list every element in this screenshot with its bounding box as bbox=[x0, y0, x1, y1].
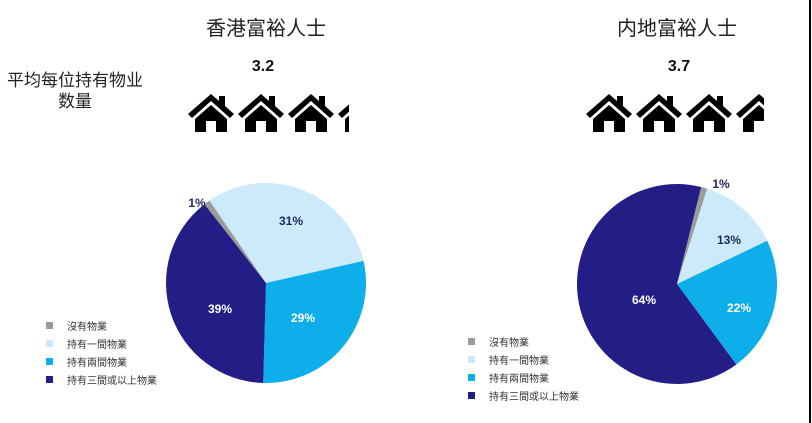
legend-item-one: 持有一間物業 bbox=[46, 334, 157, 352]
house-row-mainland bbox=[586, 92, 764, 132]
pie-chart-mainland: 1% 13% 22% 64% bbox=[571, 177, 783, 390]
legend-item-none: 沒有物業 bbox=[468, 332, 579, 350]
legend-label: 持有三間或以上物業 bbox=[489, 391, 579, 403]
pie-slice bbox=[263, 260, 366, 383]
house-icon bbox=[238, 94, 284, 132]
legend-item-none: 沒有物業 bbox=[46, 316, 157, 334]
legend-swatch-none bbox=[468, 337, 475, 345]
legend-swatch-two bbox=[468, 373, 475, 381]
pie-slice bbox=[166, 204, 266, 383]
avg-value-hk: 3.2 bbox=[251, 58, 275, 75]
house-icon bbox=[188, 94, 234, 132]
slice-label-three-mainland: 64% bbox=[631, 293, 657, 307]
legend-label: 沒有物業 bbox=[67, 321, 107, 333]
legend-item-three-plus: 持有三間或以上物業 bbox=[468, 386, 579, 404]
legend-hk: 沒有物業 持有一間物業 持有兩間物業 持有三間或以上物業 bbox=[46, 316, 157, 388]
pie-slice bbox=[209, 183, 364, 283]
row-label-line1: 平均每位持有物业 bbox=[7, 71, 143, 91]
slice-label-three-hk: 39% bbox=[207, 302, 233, 316]
pie-slice bbox=[677, 188, 768, 284]
house-icon bbox=[338, 104, 349, 132]
legend-swatch-none bbox=[46, 321, 53, 329]
pie-slice bbox=[677, 240, 777, 365]
pie-slice bbox=[677, 186, 708, 284]
house-icon bbox=[736, 94, 764, 132]
pie-svg-mainland bbox=[577, 183, 777, 384]
legend-label: 持有兩間物業 bbox=[489, 373, 549, 385]
avg-value-mainland: 3.7 bbox=[667, 58, 691, 75]
legend-label: 持有三間或以上物業 bbox=[67, 375, 157, 387]
pie-slice bbox=[577, 183, 737, 384]
house-row-hk bbox=[188, 92, 349, 132]
house-icon bbox=[586, 94, 632, 132]
pie-chart-hk: 1% 31% 29% 39% bbox=[160, 177, 372, 389]
house-icon bbox=[686, 94, 732, 132]
legend-swatch-one bbox=[46, 339, 53, 347]
panel-title-mainland: 内地富裕人士 bbox=[617, 16, 737, 40]
legend-swatch-three-plus bbox=[46, 375, 53, 383]
legend-swatch-two bbox=[46, 357, 53, 365]
slice-label-none-hk: 1% bbox=[188, 196, 206, 210]
slice-label-none-mainland: 1% bbox=[712, 177, 730, 191]
legend-label: 持有一間物業 bbox=[67, 339, 127, 351]
house-icon bbox=[288, 94, 334, 132]
legend-item-one: 持有一間物業 bbox=[468, 350, 579, 368]
pie-svg-hk bbox=[166, 183, 366, 383]
slice-label-two-mainland: 22% bbox=[726, 301, 752, 315]
legend-mainland: 沒有物業 持有一間物業 持有兩間物業 持有三間或以上物業 bbox=[468, 332, 579, 404]
slice-label-one-mainland: 13% bbox=[716, 233, 742, 247]
legend-item-two: 持有兩間物業 bbox=[468, 368, 579, 386]
slice-label-one-hk: 31% bbox=[278, 214, 304, 228]
right-edge-divider bbox=[809, 0, 811, 423]
panel-title-hk: 香港富裕人士 bbox=[206, 16, 326, 40]
row-label-line2: 数量 bbox=[58, 92, 92, 112]
legend-label: 持有兩間物業 bbox=[67, 357, 127, 369]
legend-label: 沒有物業 bbox=[489, 337, 529, 349]
pie-slice bbox=[204, 200, 266, 283]
avg-properties-row-label: 平均每位持有物业 数量 bbox=[0, 71, 150, 113]
house-icon bbox=[636, 94, 682, 132]
legend-label: 持有一間物業 bbox=[489, 355, 549, 367]
legend-swatch-one bbox=[468, 355, 475, 363]
legend-item-two: 持有兩間物業 bbox=[46, 352, 157, 370]
legend-item-three-plus: 持有三間或以上物業 bbox=[46, 370, 157, 388]
slice-label-two-hk: 29% bbox=[290, 311, 316, 325]
legend-swatch-three-plus bbox=[468, 391, 475, 399]
